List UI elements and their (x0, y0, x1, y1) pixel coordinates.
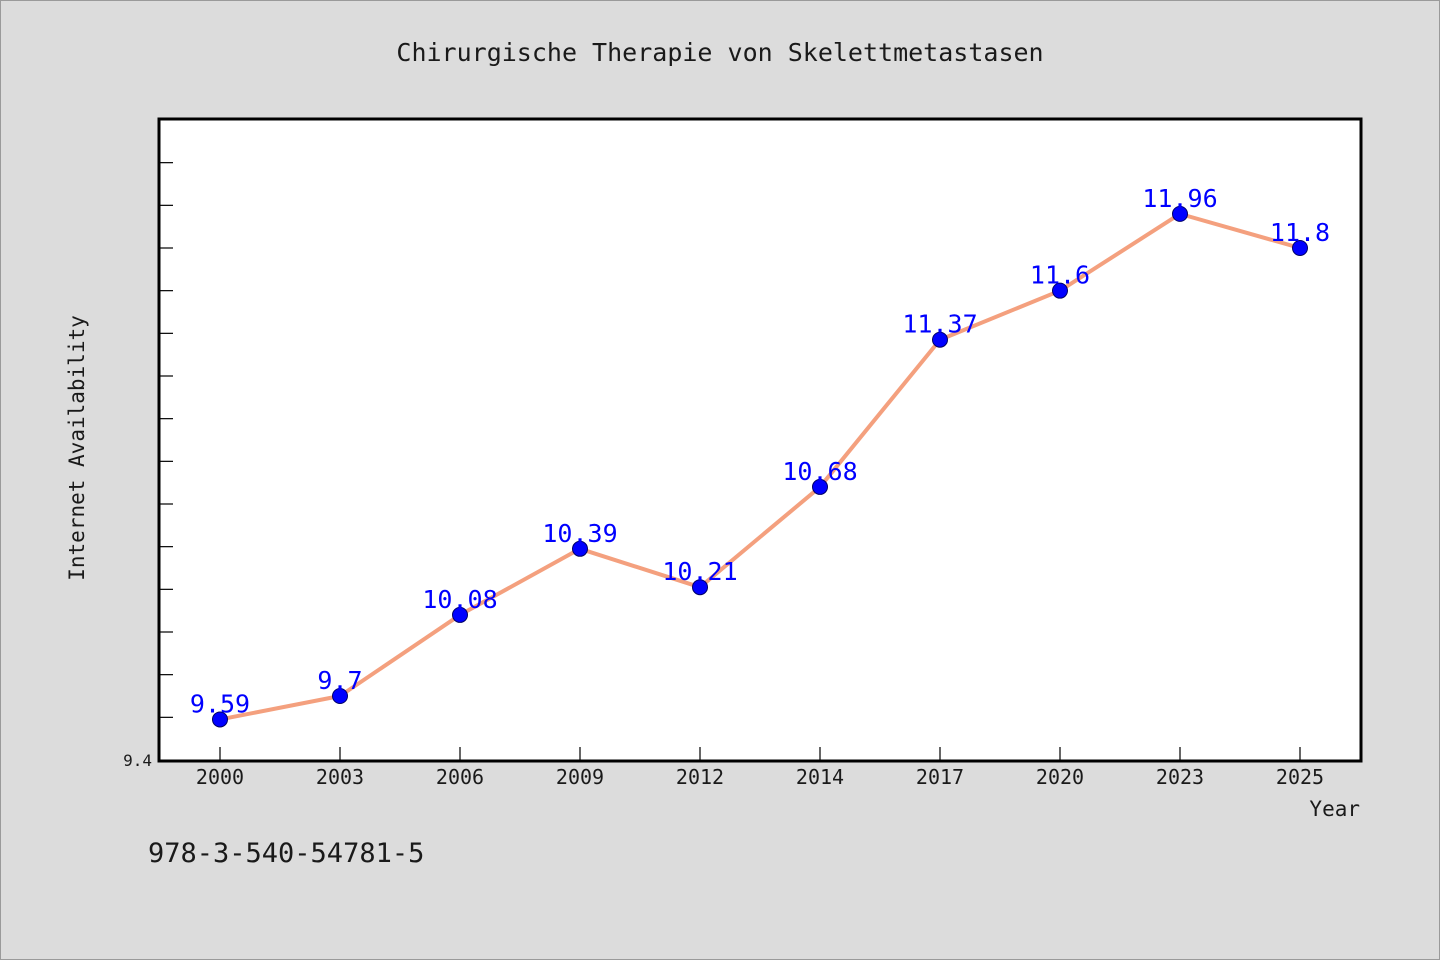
data-point (572, 540, 588, 557)
series-layer: 9.59 9.7 10.08 10.39 10.21 10.68 11.37 11.6 11.9… (190, 184, 1330, 728)
x-tick-label: 2000 (196, 765, 244, 789)
data-label: 11.96 (1142, 184, 1217, 213)
data-point (812, 478, 828, 495)
x-tick-label: 2009 (556, 765, 604, 789)
x-tick-label: 2023 (1156, 765, 1204, 789)
data-label: 11.6 (1030, 261, 1090, 290)
data-label: 11.37 (902, 310, 977, 339)
x-tick-label: 2025 (1276, 765, 1324, 789)
series-line (218, 211, 1302, 722)
x-tick-label: 2006 (436, 765, 484, 789)
data-label: 10.68 (782, 457, 857, 486)
chart-title: Chirurgische Therapie von Skelettmetasta… (396, 38, 1043, 67)
data-label: 10.08 (422, 585, 497, 614)
x-tick-label: 2012 (676, 765, 724, 789)
data-label: 10.21 (662, 557, 737, 586)
x-tick-label: 2020 (1036, 765, 1084, 789)
y-axis-ticks (160, 162, 173, 718)
x-axis-label: Year (1309, 797, 1360, 821)
data-point (212, 711, 228, 728)
x-tick-label: 2003 (316, 765, 364, 789)
data-point (1172, 205, 1188, 222)
data-label: 10.39 (542, 519, 617, 548)
x-tick-label: 2014 (796, 765, 844, 789)
footnote-isbn: 978-3-540-54781-5 (148, 838, 424, 869)
x-tick-label: 2017 (916, 765, 964, 789)
data-point (1052, 282, 1068, 299)
data-point (1292, 240, 1308, 256)
data-label: 9.7 (317, 666, 362, 695)
data-point (692, 579, 708, 596)
data-point (452, 606, 468, 623)
y-tick-label-min: 9.4 (123, 751, 152, 770)
data-point (332, 688, 348, 704)
data-label: 9.59 (190, 689, 250, 718)
x-axis-ticks: 2000 2003 2006 2009 2012 2014 2017 2020 2023 2025 (196, 747, 1324, 789)
y-axis-label: Internet Availability (65, 315, 89, 581)
data-label: 11.8 (1270, 218, 1330, 247)
data-point (932, 331, 948, 348)
